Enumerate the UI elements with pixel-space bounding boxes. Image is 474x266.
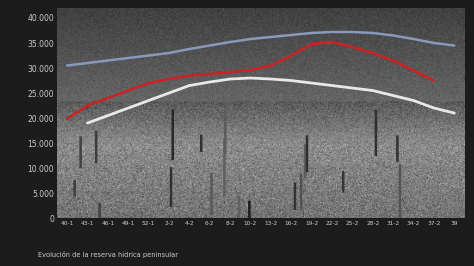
Text: Evolución de la reserva hídrica peninsular: Evolución de la reserva hídrica peninsul… bbox=[38, 251, 178, 258]
